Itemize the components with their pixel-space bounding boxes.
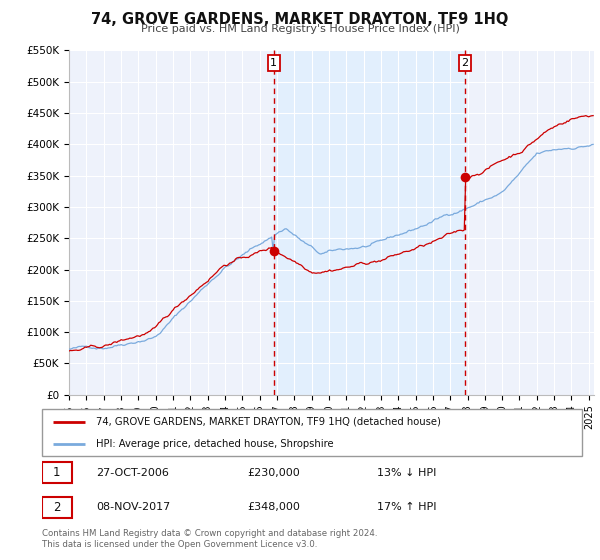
Text: HPI: Average price, detached house, Shropshire: HPI: Average price, detached house, Shro… xyxy=(96,438,334,449)
Text: 74, GROVE GARDENS, MARKET DRAYTON, TF9 1HQ: 74, GROVE GARDENS, MARKET DRAYTON, TF9 1… xyxy=(91,12,509,27)
Text: £230,000: £230,000 xyxy=(247,468,300,478)
Text: 27-OCT-2006: 27-OCT-2006 xyxy=(96,468,169,478)
Text: 1: 1 xyxy=(271,58,277,68)
FancyBboxPatch shape xyxy=(42,462,72,483)
Text: 74, GROVE GARDENS, MARKET DRAYTON, TF9 1HQ (detached house): 74, GROVE GARDENS, MARKET DRAYTON, TF9 1… xyxy=(96,417,441,427)
Text: 2: 2 xyxy=(461,58,469,68)
Bar xyxy=(274,50,465,395)
Text: 13% ↓ HPI: 13% ↓ HPI xyxy=(377,468,436,478)
Text: 17% ↑ HPI: 17% ↑ HPI xyxy=(377,502,436,512)
Text: 2: 2 xyxy=(53,501,61,514)
Text: Price paid vs. HM Land Registry's House Price Index (HPI): Price paid vs. HM Land Registry's House … xyxy=(140,24,460,34)
Text: £348,000: £348,000 xyxy=(247,502,300,512)
Text: Contains HM Land Registry data © Crown copyright and database right 2024.
This d: Contains HM Land Registry data © Crown c… xyxy=(42,529,377,549)
FancyBboxPatch shape xyxy=(42,409,582,456)
FancyBboxPatch shape xyxy=(42,497,72,517)
Text: 08-NOV-2017: 08-NOV-2017 xyxy=(96,502,170,512)
Text: 1: 1 xyxy=(53,466,61,479)
